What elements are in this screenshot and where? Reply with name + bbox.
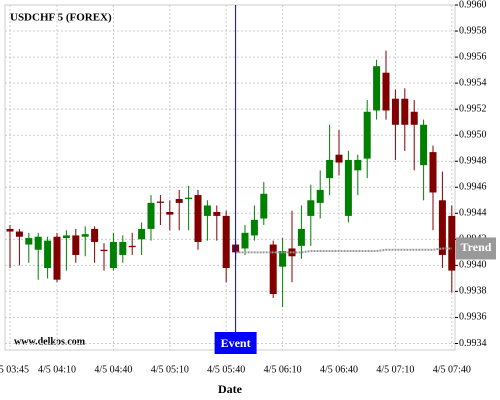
candle-body — [15, 231, 23, 237]
candle-body — [288, 248, 296, 257]
candle-body — [222, 215, 230, 268]
candle-body — [438, 200, 446, 255]
candle-body — [363, 111, 371, 159]
x-tick-label: 4/5 06:10 — [264, 364, 302, 375]
candle-body — [344, 159, 352, 216]
candle-body — [81, 234, 89, 237]
watermark: www.delkos.com — [14, 336, 86, 347]
candle-body — [410, 111, 418, 125]
candle-body — [109, 241, 117, 268]
candle-body — [156, 201, 164, 203]
candle-body — [53, 236, 61, 280]
y-tick-label: 0.9960 — [459, 0, 487, 10]
candle-body — [269, 244, 277, 295]
y-tick-label: 0.9958 — [459, 25, 487, 36]
candle-body — [147, 202, 155, 229]
candle-body — [401, 98, 409, 125]
candle-body — [128, 245, 136, 248]
x-tick-label: 4/5 05:10 — [151, 364, 189, 375]
y-tick-label: 0.9956 — [459, 51, 487, 62]
y-tick-label: 0.9946 — [459, 182, 487, 193]
y-tick-label: 0.9954 — [459, 77, 487, 88]
candle-body — [250, 219, 258, 236]
y-tick-label: 0.9944 — [459, 208, 487, 219]
y-tick-label: 0.9938 — [459, 286, 487, 297]
candle-body — [260, 193, 268, 219]
x-tick-label: 4/5 07:10 — [376, 364, 414, 375]
event-label: Event — [221, 336, 251, 350]
candle-body — [203, 205, 211, 216]
candle-body — [316, 189, 324, 203]
candle-body — [391, 98, 399, 125]
x-tick-label: 4/5 03:45 — [0, 364, 29, 375]
candle-body — [354, 159, 362, 171]
candle-body — [241, 232, 249, 249]
candle-body — [44, 240, 52, 268]
x-tick-label: 4/5 04:10 — [38, 364, 76, 375]
candle-body — [62, 235, 70, 239]
candle-body — [213, 212, 221, 216]
candle-body — [448, 215, 456, 271]
trend-label-box — [456, 237, 496, 260]
y-tick-label: 0.9952 — [459, 103, 487, 114]
y-tick-label: 0.9936 — [459, 312, 487, 323]
candle-body — [91, 228, 99, 242]
chart-title: USDCHF 5 (FOREX) — [10, 12, 112, 24]
candle-body — [119, 241, 127, 255]
x-tick-label: 4/5 05:40 — [207, 364, 245, 375]
candle-body — [100, 249, 108, 252]
candle-body — [382, 72, 390, 111]
x-tick-label: 4/5 06:40 — [320, 364, 358, 375]
candle-body — [279, 251, 287, 267]
event-box — [214, 332, 257, 354]
y-tick-label: 0.9934 — [459, 338, 487, 349]
candle-body — [185, 197, 193, 199]
y-tick-label: 0.9940 — [459, 260, 487, 271]
candle-body — [25, 238, 33, 245]
candle-body — [307, 200, 315, 216]
x-tick-label: 4/5 07:40 — [433, 364, 471, 375]
candle-body — [335, 154, 343, 163]
candle-body — [138, 228, 146, 240]
candle-body — [326, 159, 334, 179]
candle-body — [72, 235, 80, 255]
x-axis-label: Date — [218, 382, 243, 396]
candle-body — [429, 152, 437, 193]
candle-body — [297, 228, 305, 246]
trend-line — [235, 247, 452, 254]
candle-body — [373, 66, 381, 111]
y-tick-label: 0.9948 — [459, 156, 487, 167]
candle-body — [420, 124, 428, 166]
candle-body — [166, 212, 174, 215]
candle-body — [34, 236, 42, 250]
candle-body — [175, 198, 183, 203]
candle-body — [194, 195, 202, 242]
candle-body — [6, 228, 14, 232]
x-tick-label: 4/5 04:40 — [94, 364, 132, 375]
trend-label: Trend — [461, 240, 492, 254]
y-tick-label: 0.9950 — [459, 129, 487, 140]
